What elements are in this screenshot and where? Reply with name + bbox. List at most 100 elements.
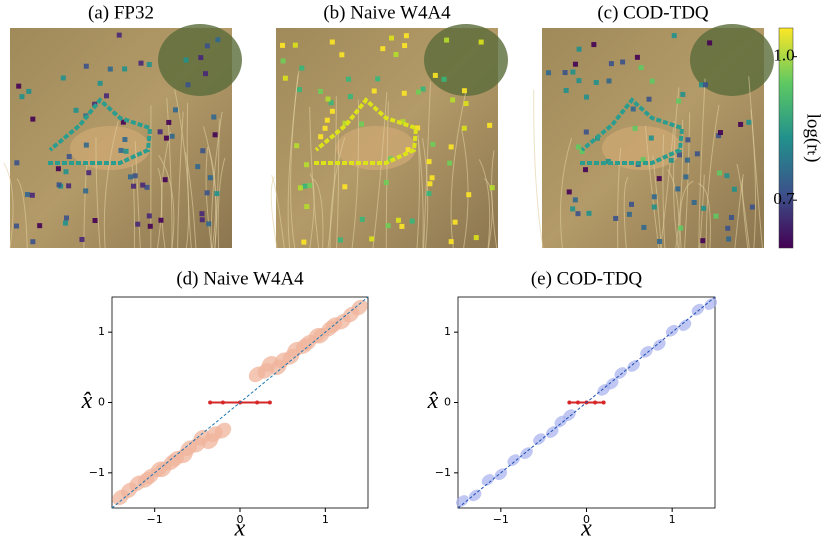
token-marker	[609, 61, 614, 66]
token-marker	[564, 88, 569, 93]
token-marker	[86, 170, 91, 175]
token-marker	[198, 55, 203, 60]
token-marker	[563, 70, 568, 75]
token-marker	[359, 122, 364, 127]
token-marker	[718, 130, 723, 135]
token-marker	[703, 82, 708, 87]
token-marker	[685, 158, 690, 163]
token-marker	[683, 174, 688, 179]
token-marker	[577, 47, 582, 52]
token-marker	[56, 166, 61, 171]
token-marker	[738, 122, 743, 127]
token-marker	[678, 226, 683, 231]
token-marker	[685, 137, 690, 142]
token-marker	[657, 176, 662, 181]
token-marker	[584, 95, 589, 100]
y-axis-label: x̂	[81, 388, 93, 414]
token-marker	[30, 117, 35, 122]
token-marker	[635, 55, 640, 60]
token-marker	[57, 182, 62, 187]
token-marker	[701, 206, 706, 211]
token-marker	[442, 77, 447, 82]
token-marker	[479, 40, 484, 45]
y-tick-label: 0	[98, 396, 105, 409]
token-marker	[416, 90, 421, 95]
token-marker	[186, 82, 191, 87]
token-marker	[466, 192, 471, 197]
token-marker	[147, 213, 152, 218]
token-marker	[444, 38, 449, 43]
token-marker	[302, 184, 307, 189]
token-marker	[147, 62, 152, 67]
lion	[336, 126, 416, 170]
token-marker	[140, 183, 145, 188]
token-marker	[450, 97, 455, 102]
token-marker	[692, 200, 697, 205]
token-marker	[133, 173, 138, 178]
token-marker	[200, 217, 205, 222]
token-marker	[567, 189, 572, 194]
token-marker	[575, 211, 580, 216]
token-marker	[453, 220, 458, 225]
token-marker	[633, 126, 638, 131]
y-tick-label: −1	[89, 466, 105, 479]
token-marker	[158, 129, 163, 134]
token-marker	[211, 115, 216, 120]
token-marker	[98, 81, 103, 86]
token-marker	[613, 216, 618, 221]
token-marker	[402, 43, 407, 48]
token-marker	[215, 37, 220, 42]
token-marker	[37, 223, 42, 228]
token-marker	[421, 87, 426, 92]
token-marker	[325, 97, 330, 102]
token-marker	[680, 92, 685, 97]
token-marker	[158, 218, 163, 223]
token-marker	[746, 120, 751, 125]
token-marker	[301, 240, 306, 245]
token-marker	[63, 221, 68, 226]
token-marker	[208, 175, 213, 180]
token-marker	[64, 215, 69, 220]
token-marker	[487, 123, 492, 128]
token-marker	[490, 185, 495, 190]
token-marker	[546, 70, 551, 75]
token-marker	[386, 223, 391, 228]
token-marker	[283, 76, 288, 81]
token-marker	[294, 143, 299, 148]
token-marker	[427, 181, 432, 186]
token-marker	[726, 236, 731, 241]
token-marker	[14, 224, 19, 229]
token-marker	[384, 180, 389, 185]
token-marker	[139, 61, 144, 66]
token-marker	[118, 148, 123, 153]
token-marker	[124, 149, 129, 154]
token-marker	[669, 158, 674, 163]
y-tick-label: −1	[435, 466, 451, 479]
token-marker	[30, 193, 35, 198]
token-marker	[375, 76, 380, 81]
token-marker	[84, 143, 89, 148]
token-marker	[430, 175, 435, 180]
token-marker	[675, 186, 680, 191]
token-marker	[30, 239, 35, 244]
x-tick-label: 1	[322, 513, 329, 526]
panel-title: (c) COD-TDQ	[597, 2, 709, 23]
token-marker	[629, 202, 634, 207]
token-marker	[203, 71, 208, 76]
token-marker	[570, 70, 575, 75]
token-marker	[348, 94, 353, 99]
token-marker	[213, 132, 218, 137]
token-marker	[135, 222, 140, 227]
token-marker	[714, 214, 719, 219]
token-marker	[338, 237, 343, 242]
colorbar-tick-label: 1.0	[773, 46, 794, 65]
foliage	[424, 24, 508, 96]
token-marker	[606, 78, 611, 83]
token-marker	[372, 88, 377, 93]
token-marker	[299, 66, 304, 71]
token-marker	[148, 224, 153, 229]
token-marker	[570, 206, 575, 211]
token-marker	[427, 159, 432, 164]
token-marker	[342, 184, 347, 189]
